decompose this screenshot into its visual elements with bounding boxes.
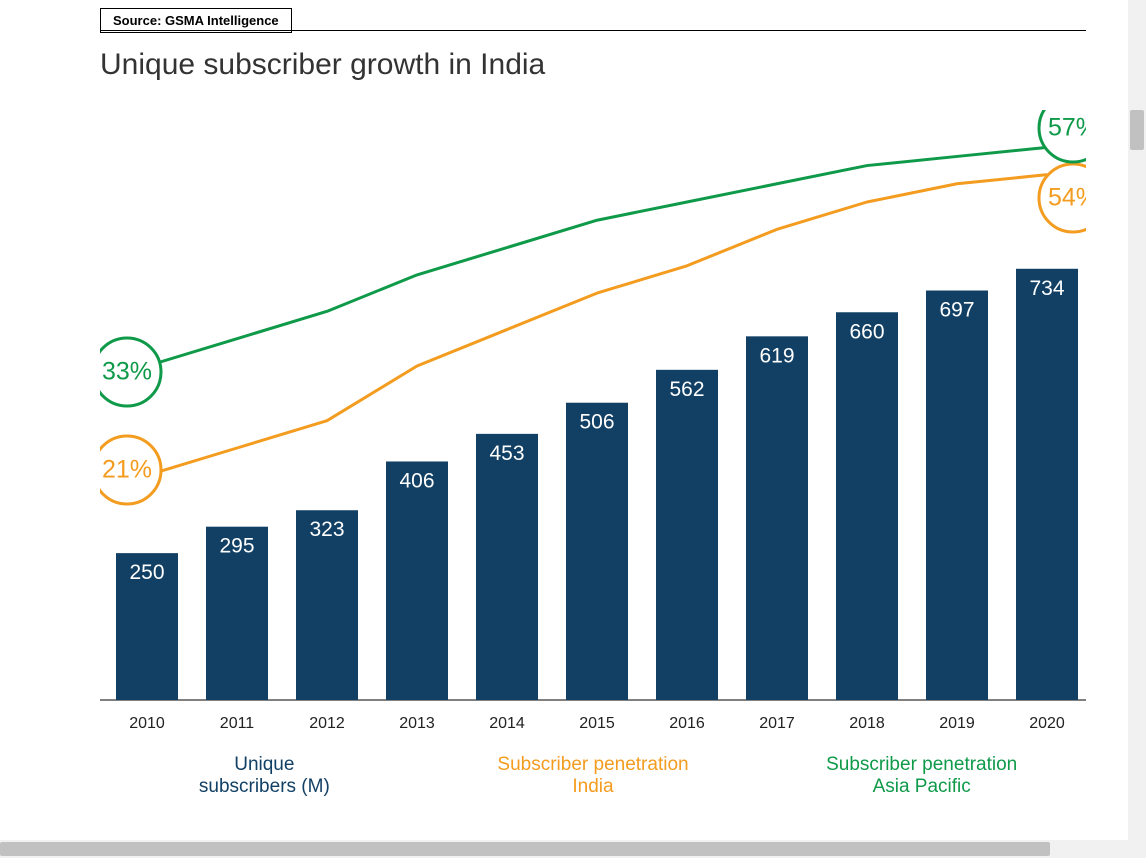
bar-value-label: 660 xyxy=(849,320,884,343)
legend-line1: Subscriber penetration xyxy=(826,754,1017,775)
horizontal-scrollbar[interactable] xyxy=(0,840,1128,858)
bar-value-label: 406 xyxy=(399,469,434,492)
bar-2019 xyxy=(926,291,988,700)
bar-value-label: 295 xyxy=(219,535,254,558)
bar-value-label: 323 xyxy=(309,518,344,541)
header-rule xyxy=(100,30,1086,31)
x-axis-label: 2018 xyxy=(849,715,885,732)
bar-value-label: 734 xyxy=(1029,277,1064,300)
bar-value-label: 562 xyxy=(669,378,704,401)
chart-title: Unique subscriber growth in India xyxy=(100,48,545,82)
series-end-badge-label: 54% xyxy=(1048,184,1086,212)
x-axis-label: 2016 xyxy=(669,715,705,732)
bar-value-label: 697 xyxy=(939,299,974,322)
legend-line1: Unique xyxy=(234,754,294,775)
legend-line2: subscribers (M) xyxy=(199,776,330,797)
x-axis-label: 2017 xyxy=(759,715,795,732)
x-axis-label: 2012 xyxy=(309,715,345,732)
page-root: Source: GSMA Intelligence Unique subscri… xyxy=(0,0,1146,858)
vertical-scrollbar-thumb[interactable] xyxy=(1130,110,1144,150)
x-axis-label: 2015 xyxy=(579,715,615,732)
bar-2020 xyxy=(1016,269,1078,700)
x-axis-label: 2014 xyxy=(489,715,525,732)
x-axis-label: 2011 xyxy=(220,715,255,732)
series-end-badge-label: 57% xyxy=(1048,114,1086,142)
legend-line2: India xyxy=(572,776,614,797)
bar-2015 xyxy=(566,403,628,700)
legend-line1: Subscriber penetration xyxy=(497,754,688,775)
horizontal-scrollbar-thumb[interactable] xyxy=(0,842,1050,856)
bar-2013 xyxy=(386,461,448,700)
chart-area: 250 2010 295 2011 323 2012 406 2013 453 2014 506 20… xyxy=(100,110,1086,798)
bar-value-label: 506 xyxy=(579,411,614,434)
line-series xyxy=(147,147,1047,366)
chart-svg: 250 2010 295 2011 323 2012 406 2013 453 2014 506 20… xyxy=(100,110,1086,798)
vertical-scrollbar[interactable] xyxy=(1128,0,1146,858)
x-axis-label: 2010 xyxy=(129,715,165,732)
series-start-badge-label: 21% xyxy=(102,456,152,484)
bar-2017 xyxy=(746,336,808,700)
series-start-badge-label: 33% xyxy=(102,358,152,386)
legend-line2: Asia Pacific xyxy=(873,776,971,797)
x-axis-label: 2013 xyxy=(399,715,435,732)
x-axis-label: 2019 xyxy=(939,715,975,732)
bar-value-label: 250 xyxy=(129,561,164,584)
bar-2018 xyxy=(836,312,898,700)
bar-value-label: 453 xyxy=(489,442,524,465)
bar-value-label: 619 xyxy=(759,344,794,367)
bar-2014 xyxy=(476,434,538,700)
x-axis-label: 2020 xyxy=(1029,715,1065,732)
source-label: Source: GSMA Intelligence xyxy=(113,13,279,28)
bar-2016 xyxy=(656,370,718,700)
